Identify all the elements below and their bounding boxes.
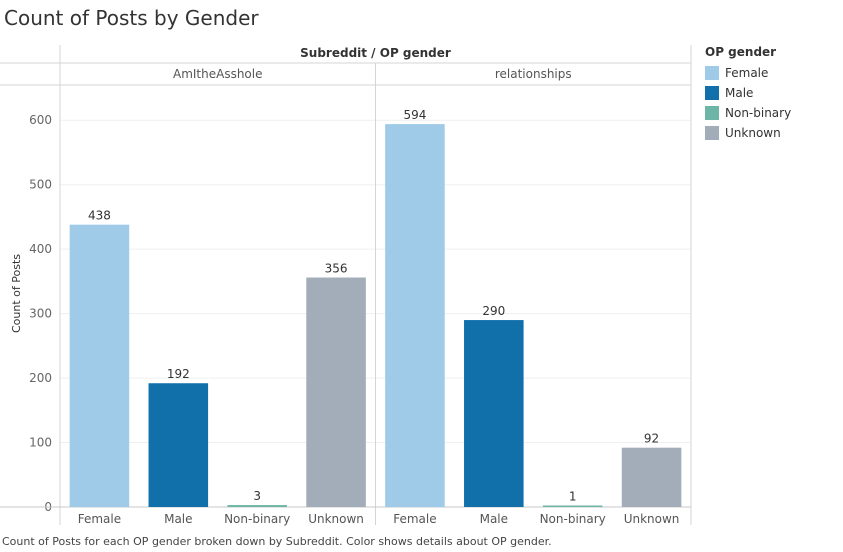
data-label: 438 [88,209,111,223]
legend-label: Non-binary [725,106,792,120]
data-label: 594 [403,108,426,122]
bar [385,124,445,508]
x-tick-label: Non-binary [224,512,290,526]
x-tick-label: Male [480,512,508,526]
x-tick-label: Unknown [624,512,680,526]
legend-label: Male [725,86,754,100]
panel-label: AmItheAsshole [173,67,263,81]
y-tick-label: 400 [29,242,52,256]
y-tick-label: 100 [29,436,52,450]
x-tick-label: Non-binary [540,512,606,526]
legend-item[interactable]: Female [705,63,791,83]
bar [306,277,366,507]
legend: OP gender Female Male Non-binary Unknown [705,45,791,143]
legend-label: Unknown [725,126,781,140]
legend-item[interactable]: Non-binary [705,103,791,123]
legend-swatch [705,66,719,80]
legend-title: OP gender [705,45,777,59]
legend-item[interactable]: Unknown [705,123,791,143]
y-tick-label: 600 [29,113,52,127]
bar [148,383,209,507]
bar [621,447,682,507]
data-label: 92 [644,432,659,446]
x-tick-label: Male [164,512,192,526]
x-tick-label: Female [78,512,121,526]
panel-label: relationships [495,67,572,81]
legend-swatch [705,106,719,120]
data-label: 3 [253,489,261,503]
y-axis-label: Count of Posts [10,254,23,333]
data-label: 356 [325,262,348,276]
x-tick-label: Unknown [308,512,364,526]
legend-swatch [705,86,719,100]
legend-item[interactable]: Male [705,83,791,103]
legend-label: Female [725,66,769,80]
chart-caption: Count of Posts for each OP gender broken… [2,535,552,548]
column-header: Subreddit / OP gender [300,46,451,60]
y-tick-label: 500 [29,178,52,192]
data-label: 290 [482,304,505,318]
legend-swatch [705,126,719,140]
bar [227,505,287,507]
data-label: 192 [167,367,190,381]
chart-title: Count of Posts by Gender [4,6,259,30]
bar [542,505,603,507]
bar [69,224,130,508]
data-label: 1 [569,490,577,504]
y-tick-label: 300 [29,307,52,321]
bar [464,320,524,507]
x-tick-label: Female [393,512,436,526]
y-tick-label: 200 [29,371,52,385]
